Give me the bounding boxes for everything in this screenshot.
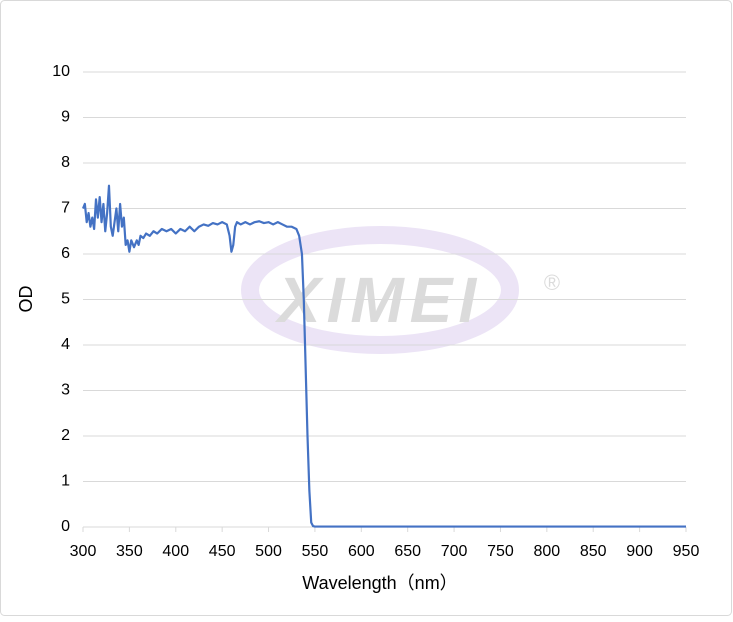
x-tick-label: 800 bbox=[533, 543, 560, 560]
y-tick-label: 1 bbox=[61, 473, 70, 490]
y-tick-label: 0 bbox=[61, 518, 70, 535]
y-tick-label: 8 bbox=[61, 154, 70, 171]
y-axis-title: OD bbox=[16, 285, 36, 312]
y-tick-label: 4 bbox=[61, 336, 70, 353]
y-tick-label: 3 bbox=[61, 382, 70, 399]
x-tick-label: 950 bbox=[673, 543, 700, 560]
x-tick-label: 550 bbox=[302, 543, 329, 560]
series-line bbox=[81, 184, 686, 528]
x-axis-title: Wavelength（nm） bbox=[302, 573, 457, 593]
y-tick-label: 6 bbox=[61, 245, 70, 262]
y-tick-label: 10 bbox=[52, 63, 70, 80]
y-tick-label: 9 bbox=[61, 109, 70, 126]
x-tick-label: 500 bbox=[255, 543, 282, 560]
x-tick-label: 650 bbox=[394, 543, 421, 560]
x-tick-label: 700 bbox=[441, 543, 468, 560]
y-tick-label: 5 bbox=[61, 291, 70, 308]
x-tick-label: 350 bbox=[116, 543, 143, 560]
x-tick-label: 450 bbox=[209, 543, 236, 560]
y-tick-label: 2 bbox=[61, 427, 70, 444]
watermark-symbol: ® bbox=[544, 270, 560, 295]
x-tick-label: 300 bbox=[70, 543, 97, 560]
x-tick-label: 600 bbox=[348, 543, 375, 560]
x-tick-label: 850 bbox=[580, 543, 607, 560]
x-tick-label: 900 bbox=[626, 543, 653, 560]
y-tick-label: 7 bbox=[61, 200, 70, 217]
x-tick-label: 750 bbox=[487, 543, 514, 560]
x-tick-label: 400 bbox=[162, 543, 189, 560]
